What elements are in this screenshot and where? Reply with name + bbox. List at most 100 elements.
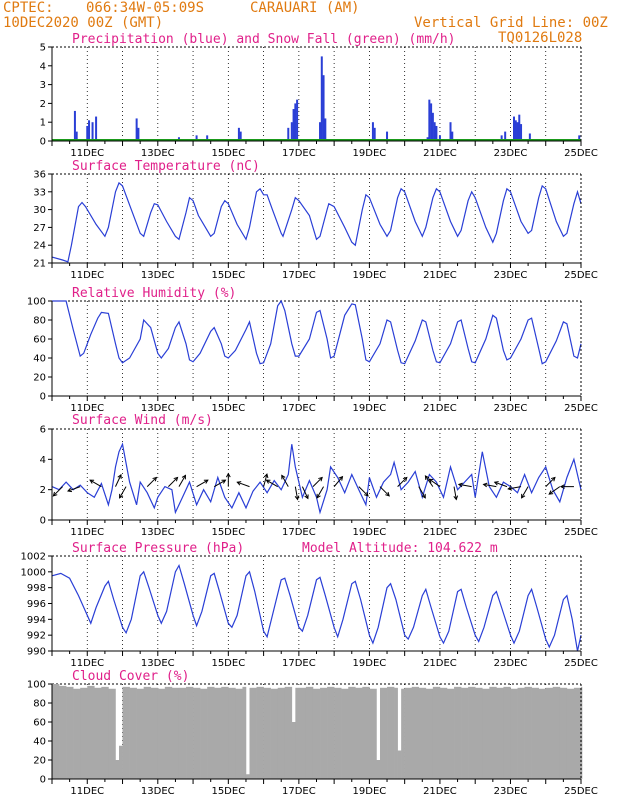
wind-vector-arrow xyxy=(458,483,472,488)
pressure-y-tick-label: 990 xyxy=(27,647,46,658)
precip-bar xyxy=(206,135,209,141)
wind-vector-arrow xyxy=(428,478,441,488)
wind-vector-head xyxy=(263,473,269,479)
cloud-bar xyxy=(178,687,187,779)
precip-bar xyxy=(75,131,78,141)
wind-vector-arrow xyxy=(545,477,556,487)
wind-vector-head xyxy=(548,490,554,495)
precip-y-tick-label: 2 xyxy=(40,99,46,110)
cloud-bar xyxy=(573,687,582,779)
pressure-y-tick-label: 1000 xyxy=(21,567,46,578)
cloud-bar xyxy=(552,686,561,779)
humidity-y-tick-label: 0 xyxy=(40,392,46,403)
precip-bar xyxy=(500,135,503,141)
wind-x-tick-label: 17DEC xyxy=(282,527,316,538)
wind-vector-head xyxy=(559,484,565,489)
temp-y-tick-label: 27 xyxy=(33,223,46,234)
cloud-bar xyxy=(52,684,60,779)
pressure-x-tick-label: 13DEC xyxy=(141,658,175,669)
precip-x-tick-label: 13DEC xyxy=(141,148,175,159)
cloud-bar xyxy=(228,687,236,779)
cloud-bar xyxy=(468,686,476,779)
cloud-bar xyxy=(559,687,568,779)
cloud-bar xyxy=(136,688,144,779)
precip-bar xyxy=(386,131,389,141)
temp-y-tick-label: 30 xyxy=(33,205,46,216)
cloud-x-tick-label: 19DEC xyxy=(353,786,387,797)
precip-bar xyxy=(371,122,374,141)
precip-bar xyxy=(290,122,293,141)
wind-x-tick-label: 13DEC xyxy=(141,527,175,538)
header-location: CARAUARI (AM) xyxy=(250,0,360,16)
wind-vector-arrow xyxy=(425,475,434,487)
cloud-bar xyxy=(284,686,293,779)
wind-y-tick-label: 2 xyxy=(40,485,46,496)
cloud-bar xyxy=(249,687,257,779)
cloud-y-tick-label: 60 xyxy=(33,718,46,729)
cloud-y-tick-label: 40 xyxy=(33,737,46,748)
humidity-x-tick-label: 17DEC xyxy=(282,403,316,414)
cloud-bar xyxy=(193,687,201,779)
precip-bar xyxy=(520,124,523,141)
temp-series-line xyxy=(51,181,582,263)
precip-x-tick-label: 11DEC xyxy=(70,148,104,159)
cloud-bar xyxy=(418,687,427,779)
humidity-x-tick-label: 19DEC xyxy=(353,403,387,414)
cloud-bar xyxy=(242,686,247,779)
wind-vector-head xyxy=(119,493,124,499)
wind-x-tick-label: 19DEC xyxy=(353,527,387,538)
precip-bar xyxy=(428,99,431,141)
cloud-bar xyxy=(295,687,300,779)
wind-vector-arrow xyxy=(178,475,186,487)
wind-y-tick-label: 4 xyxy=(40,455,46,466)
cloud-bar xyxy=(122,686,130,779)
precip-bar xyxy=(514,120,517,141)
cloud-x-tick-label: 11DEC xyxy=(70,786,104,797)
cloud-bar xyxy=(94,687,102,779)
header-agency: CPTEC: xyxy=(3,0,54,16)
precip-bar xyxy=(135,118,138,141)
humidity-y-tick-label: 60 xyxy=(33,335,46,346)
cloud-x-tick-label: 17DEC xyxy=(282,786,316,797)
precip-x-tick-label: 15DEC xyxy=(211,148,245,159)
wind-vector-arrow xyxy=(237,481,250,488)
temp-x-tick-label: 19DEC xyxy=(353,270,387,281)
pressure-x-tick-label: 11DEC xyxy=(70,658,104,669)
wind-vector-head xyxy=(203,479,209,484)
wind-title: Surface Wind (m/s) xyxy=(72,413,213,428)
wind-vector-head xyxy=(294,495,300,501)
cloud-bar xyxy=(404,687,413,779)
cloud-bar xyxy=(348,686,356,779)
wind-vector-arrow xyxy=(397,477,408,487)
cloud-bar xyxy=(387,686,395,779)
wind-vector-head xyxy=(507,486,513,491)
cloud-bar xyxy=(320,687,328,779)
cloud-bar xyxy=(394,687,398,779)
cloud-bar xyxy=(66,686,74,779)
wind-vector-arrow xyxy=(508,486,522,490)
wind-vector-head xyxy=(318,476,323,482)
pressure-y-tick-label: 998 xyxy=(27,583,46,594)
wind-vector-arrow xyxy=(263,473,268,487)
wind-vector-head xyxy=(316,493,321,499)
wind-vector-arrow xyxy=(494,481,508,488)
humidity-x-tick-label: 13DEC xyxy=(141,403,175,414)
precip-bar xyxy=(518,114,521,141)
wind-series-line xyxy=(51,442,582,515)
cloud-bar xyxy=(411,686,420,779)
wind-vector-head xyxy=(221,479,227,484)
temp-y-tick-label: 24 xyxy=(33,241,46,252)
cloud-bar xyxy=(298,687,307,779)
cloud-bar xyxy=(186,686,194,779)
cloud-bar xyxy=(59,685,67,779)
pressure-x-tick-label: 21DEC xyxy=(423,658,457,669)
precip-bar xyxy=(239,131,242,141)
cloud-bar xyxy=(291,722,296,779)
humidity-y-tick-label: 80 xyxy=(33,316,46,327)
humidity-y-tick-label: 20 xyxy=(33,373,46,384)
precip-bar xyxy=(195,135,198,141)
precip-y-tick-label: 4 xyxy=(40,61,46,72)
wind-x-tick-label: 23DEC xyxy=(494,527,528,538)
temp-x-tick-label: 23DEC xyxy=(494,270,528,281)
